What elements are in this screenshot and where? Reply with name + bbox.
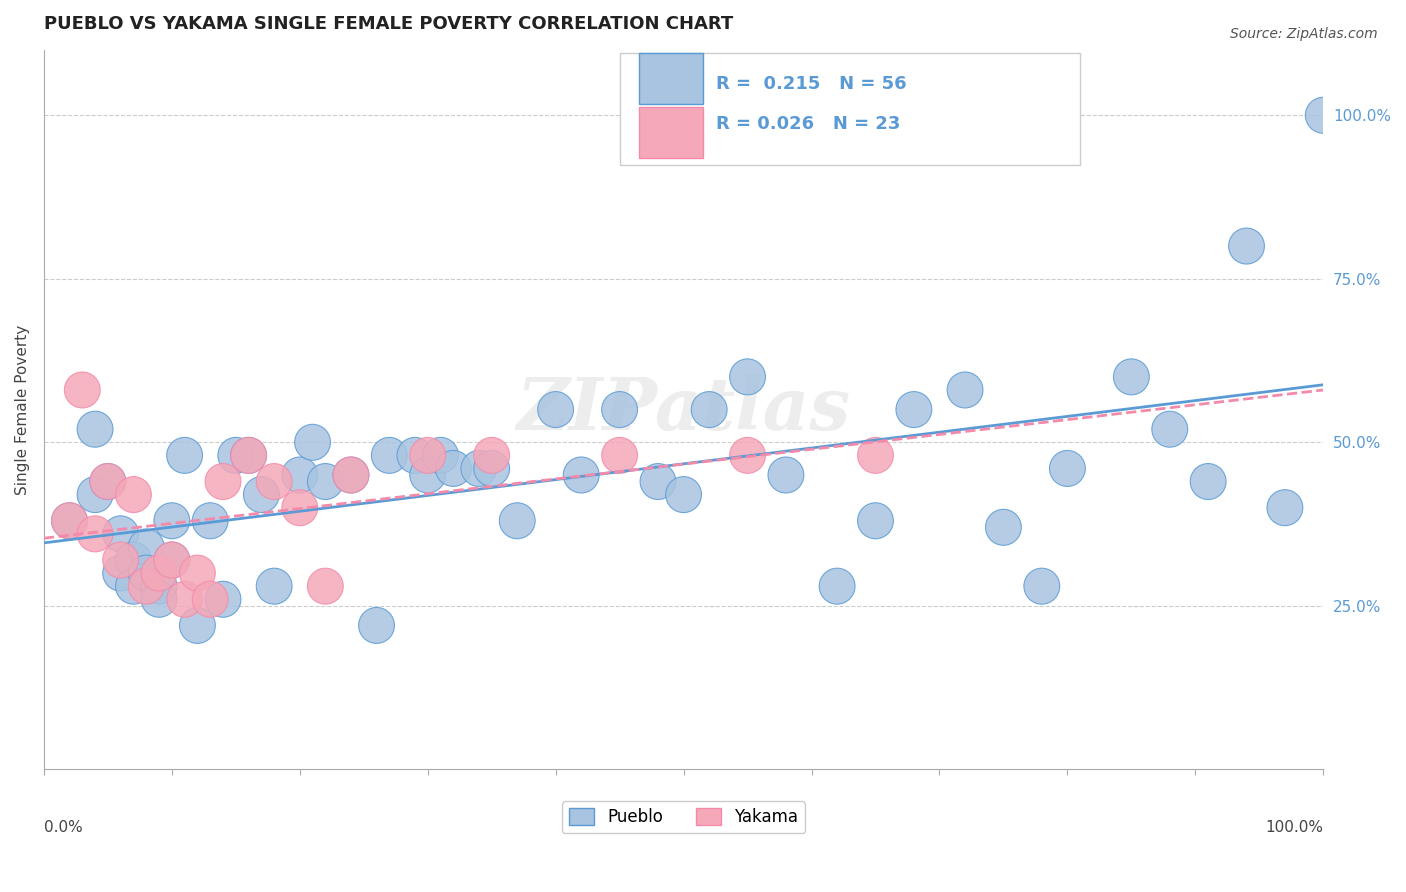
Ellipse shape [1191,464,1226,500]
Ellipse shape [115,568,152,604]
Ellipse shape [602,392,637,427]
Ellipse shape [281,457,318,493]
Ellipse shape [499,503,536,539]
Ellipse shape [1267,490,1303,525]
Ellipse shape [665,476,702,513]
Ellipse shape [896,392,932,427]
Ellipse shape [436,450,471,486]
Text: PUEBLO VS YAKAMA SINGLE FEMALE POVERTY CORRELATION CHART: PUEBLO VS YAKAMA SINGLE FEMALE POVERTY C… [44,15,733,33]
Ellipse shape [333,457,368,493]
Ellipse shape [128,529,165,565]
Ellipse shape [77,516,112,552]
Ellipse shape [461,450,496,486]
Ellipse shape [153,542,190,578]
Ellipse shape [1152,411,1188,447]
Ellipse shape [602,437,637,474]
Text: R =  0.215   N = 56: R = 0.215 N = 56 [716,75,907,93]
Y-axis label: Single Female Poverty: Single Female Poverty [15,325,30,495]
Ellipse shape [768,457,804,493]
Ellipse shape [167,582,202,617]
Legend: Pueblo, Yakama: Pueblo, Yakama [562,801,806,833]
Ellipse shape [231,437,267,474]
Ellipse shape [692,392,727,427]
Ellipse shape [256,568,292,604]
Ellipse shape [295,425,330,460]
Text: Source: ZipAtlas.com: Source: ZipAtlas.com [1230,27,1378,41]
Ellipse shape [103,542,139,578]
Ellipse shape [180,555,215,591]
Ellipse shape [858,437,893,474]
Ellipse shape [371,437,408,474]
Ellipse shape [537,392,574,427]
Ellipse shape [180,607,215,643]
Ellipse shape [193,503,228,539]
Ellipse shape [167,437,202,474]
Ellipse shape [243,476,280,513]
Ellipse shape [218,437,253,474]
Ellipse shape [103,555,139,591]
Ellipse shape [1114,359,1149,395]
Text: ZIPatlas: ZIPatlas [516,374,851,445]
Text: 0.0%: 0.0% [44,820,83,835]
Ellipse shape [564,457,599,493]
Ellipse shape [90,464,125,500]
Ellipse shape [205,464,240,500]
Ellipse shape [409,437,446,474]
FancyBboxPatch shape [620,54,1080,165]
Ellipse shape [359,607,395,643]
Ellipse shape [730,437,765,474]
Ellipse shape [1305,97,1341,133]
Ellipse shape [858,503,893,539]
Text: R = 0.026   N = 23: R = 0.026 N = 23 [716,114,900,133]
Ellipse shape [1024,568,1060,604]
Ellipse shape [986,509,1021,545]
Ellipse shape [205,582,240,617]
Ellipse shape [153,542,190,578]
Ellipse shape [52,503,87,539]
Ellipse shape [308,464,343,500]
Ellipse shape [77,411,112,447]
Text: 100.0%: 100.0% [1265,820,1323,835]
Ellipse shape [103,516,139,552]
Ellipse shape [115,476,152,513]
Ellipse shape [52,503,87,539]
FancyBboxPatch shape [638,107,703,158]
Ellipse shape [193,582,228,617]
FancyBboxPatch shape [638,54,703,103]
Ellipse shape [308,568,343,604]
Ellipse shape [409,457,446,493]
Ellipse shape [730,359,765,395]
Ellipse shape [115,542,152,578]
Ellipse shape [141,582,177,617]
Ellipse shape [65,372,100,408]
Ellipse shape [90,464,125,500]
Ellipse shape [153,503,190,539]
Ellipse shape [396,437,433,474]
Ellipse shape [128,555,165,591]
Ellipse shape [948,372,983,408]
Ellipse shape [231,437,267,474]
Ellipse shape [141,568,177,604]
Ellipse shape [640,464,676,500]
Ellipse shape [256,464,292,500]
Ellipse shape [474,450,509,486]
Ellipse shape [141,555,177,591]
Ellipse shape [281,490,318,525]
Ellipse shape [423,437,458,474]
Ellipse shape [1049,450,1085,486]
Ellipse shape [820,568,855,604]
Ellipse shape [474,437,509,474]
Ellipse shape [128,568,165,604]
Ellipse shape [1229,228,1264,264]
Ellipse shape [77,476,112,513]
Ellipse shape [333,457,368,493]
